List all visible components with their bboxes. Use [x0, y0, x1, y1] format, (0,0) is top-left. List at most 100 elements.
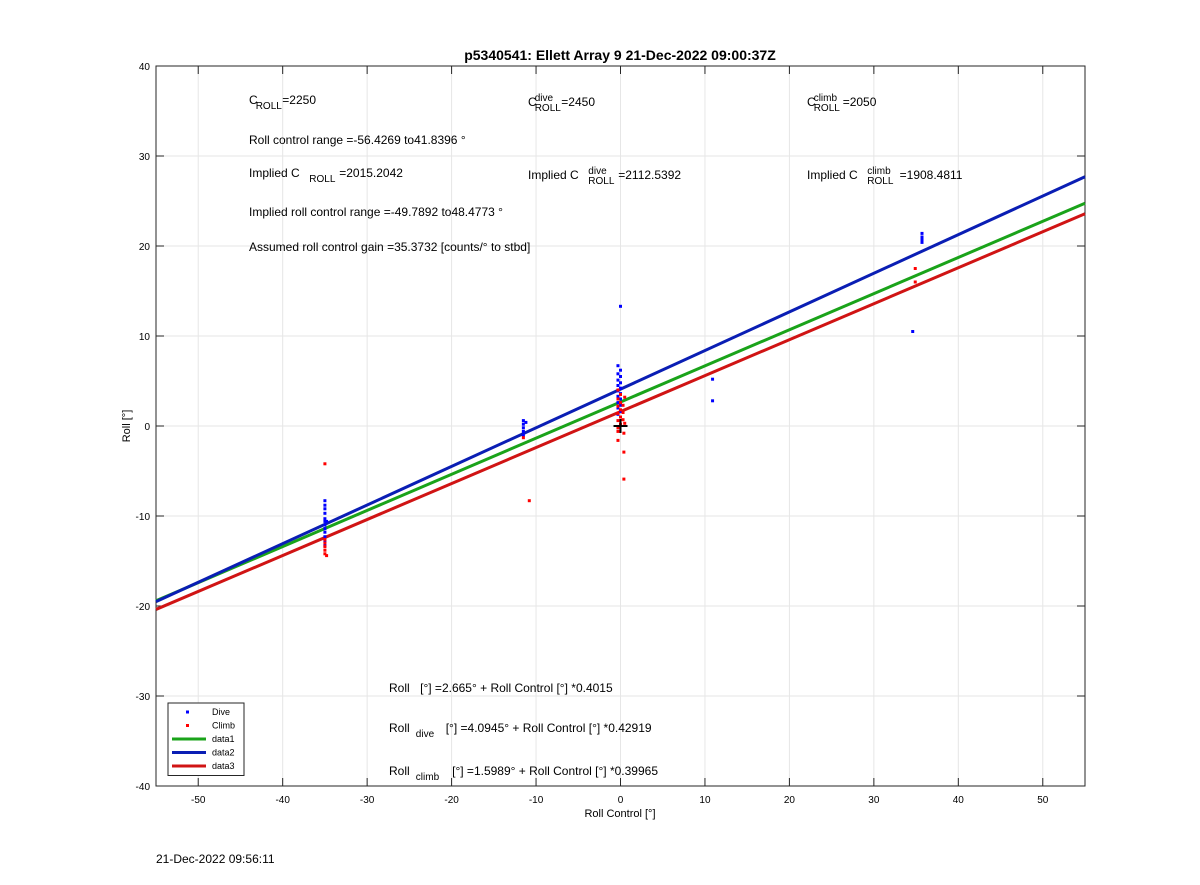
climb-point [323, 552, 327, 556]
dive-point [325, 519, 329, 523]
y-tick-label: -10 [136, 512, 151, 523]
x-tick-label: -50 [191, 795, 206, 806]
climb-point [325, 554, 329, 558]
legend-label: Climb [212, 721, 235, 731]
equation-all: Roll [°] =2.665° + Roll Control [°] *0.4… [389, 681, 613, 695]
dive-point [616, 364, 620, 368]
climb-point [913, 280, 917, 284]
dive-point [619, 403, 622, 407]
x-tick-label: -10 [529, 795, 544, 806]
y-tick-label: 20 [139, 242, 151, 253]
climb-point [619, 408, 622, 412]
y-tick-label: -30 [136, 692, 151, 703]
x-tick-label: 20 [784, 795, 796, 806]
climb-point [616, 404, 620, 408]
x-tick-label: -20 [444, 795, 459, 806]
dive-point [911, 330, 915, 333]
y-axis-label: Roll [°] [121, 410, 133, 443]
x-tick-label: 30 [868, 795, 880, 806]
y-tick-label: -20 [136, 602, 151, 613]
c-roll-dive-annotation: Cdive ROLL=2450 [528, 93, 595, 114]
climb-point [616, 397, 620, 401]
dive-point [521, 429, 525, 433]
dive-point [616, 394, 620, 398]
dive-point [323, 530, 327, 534]
climb-point [622, 431, 626, 435]
annotations: CROLL=2250 Cdive ROLL=2450 Cclimb ROLL =2050 R… [249, 93, 963, 783]
dive-point [323, 519, 327, 523]
climb-point [323, 548, 327, 552]
climb-point [323, 537, 327, 541]
gain-annotation: Assumed roll control gain =35.3732 [coun… [249, 240, 530, 254]
dive-point [616, 372, 620, 376]
dive-point [524, 420, 528, 424]
timestamp-footer: 21-Dec-2022 09:56:11 [156, 852, 275, 866]
climb-point [913, 267, 917, 270]
climb-point [621, 418, 625, 422]
dive-point [619, 375, 622, 378]
chart-title: p5340541: Ellett Array 9 21-Dec-2022 09:… [464, 47, 776, 63]
climb-point [623, 395, 627, 399]
dive-point [521, 422, 525, 426]
c-roll-climb-annotation: Cclimb ROLL =2050 [807, 93, 877, 114]
legend-marker-dive [186, 710, 189, 714]
legend-label: data2 [212, 748, 235, 758]
axis-ticks: -50 -40 -30 -20 -10 0 10 20 30 40 50 -40 -30 -20 -10 0 1… [136, 62, 1085, 806]
dive-point [711, 377, 715, 381]
dive-point [619, 381, 622, 385]
legend-label: data1 [212, 734, 235, 744]
climb-point [623, 421, 627, 425]
climb-point [521, 436, 525, 440]
y-tick-label: 30 [139, 152, 151, 163]
climb-point [621, 411, 625, 414]
y-tick-label: 40 [139, 62, 151, 73]
climb-point [616, 438, 620, 442]
climb-point [323, 541, 327, 545]
climb-point [616, 429, 620, 433]
dive-point [323, 535, 327, 539]
x-tick-label: 10 [699, 795, 711, 806]
climb-point [323, 545, 327, 549]
dive-point [616, 378, 620, 382]
c-roll-annotation: CROLL=2250 [249, 93, 316, 112]
dive-point [323, 523, 327, 527]
legend-label: Dive [212, 707, 230, 717]
dive-point [323, 539, 327, 543]
dive-point [323, 503, 327, 507]
equation-climb: Roll climb [°] =1.5989° + Roll Control [°… [389, 764, 658, 783]
dive-point [619, 368, 622, 372]
climb-point [527, 499, 531, 503]
climb-point [621, 403, 625, 407]
dive-point [323, 517, 327, 521]
climb-point [619, 393, 622, 396]
climb-point [616, 426, 620, 430]
dive-point [920, 231, 924, 235]
dive-point [323, 527, 327, 531]
origin-marker [613, 419, 628, 433]
climb-point [619, 401, 622, 405]
implied-range-annotation: Implied roll control range =-49.7892 to4… [249, 205, 503, 219]
legend-label: data3 [212, 761, 235, 771]
roll-range-annotation: Roll control range =-56.4269 to41.8396 ° [249, 133, 466, 147]
implied-c-roll-annotation: Implied C ROLL =2015.2042 [249, 166, 403, 185]
dive-point [616, 384, 620, 387]
dive-point [920, 238, 924, 242]
dive-point [920, 240, 924, 244]
legend: Dive Climb data1 data2 data3 [167, 702, 245, 776]
dive-point [619, 397, 622, 401]
legend-marker-climb [186, 724, 189, 727]
dive-point [619, 410, 622, 414]
dive-point [323, 499, 327, 503]
equation-dive: Roll dive [°] =4.0945° + Roll Control [°]… [389, 721, 652, 740]
climb-point [616, 411, 620, 415]
dive-point [616, 406, 620, 410]
dive-point [920, 235, 924, 239]
climb-point [619, 415, 622, 419]
x-tick-label: -30 [360, 795, 375, 806]
dive-point [619, 386, 622, 390]
dive-point [619, 304, 622, 308]
x-tick-label: 40 [953, 795, 965, 806]
dive-point [521, 433, 525, 437]
